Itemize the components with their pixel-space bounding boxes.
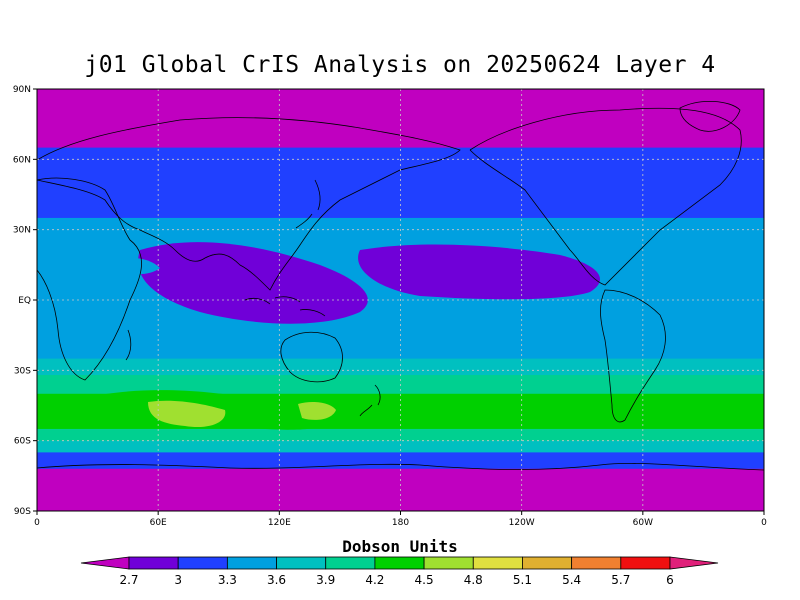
coastline-japan <box>295 179 321 229</box>
latitude-tick-label: 90S <box>14 507 31 517</box>
lime-zone-australia <box>298 402 336 420</box>
longitude-tick-label: 60E <box>150 518 167 528</box>
coastline-madagascar <box>125 329 132 361</box>
colorbar-tick-label: 6 <box>666 573 674 587</box>
coastline-south-america <box>600 289 666 423</box>
colorbar-bin <box>325 556 376 570</box>
colorbar-bin <box>571 556 622 570</box>
coastline-greenland <box>679 101 741 132</box>
colorbar-bin <box>177 556 228 570</box>
longitude-tick-label: 120E <box>268 518 291 528</box>
latitude-tick-label: EQ <box>18 296 31 306</box>
coastline-north-america <box>469 107 742 286</box>
colorbar-tick-label: 3.3 <box>218 573 237 587</box>
colorbar-tick-label: 5.4 <box>562 573 581 587</box>
colorbar-tick-labels: 2.7 3 3.3 3.6 3.9 4.2 4.5 4.8 5.1 5.4 5.7 6 <box>119 573 673 587</box>
colorbar-bin <box>276 556 327 570</box>
colorbar-tick-label: 2.7 <box>119 573 138 587</box>
colorbar-under-arrow <box>80 556 130 570</box>
cyan-patch-arabia <box>118 258 160 275</box>
colorbar-tick-label: 3.9 <box>316 573 335 587</box>
map-title: j01 Global CrIS Analysis on 20250624 Lay… <box>84 52 716 78</box>
purple-region-pacific <box>358 244 600 300</box>
colorbar-tick-label: 5.7 <box>611 573 630 587</box>
colorbar: Dobson Units 2.7 3 3.3 3.6 3.9 4.2 4.5 4.8 5.1 5.… <box>80 537 719 587</box>
colorbar-over-arrow <box>669 556 719 570</box>
coastline-indonesia <box>244 296 326 317</box>
contour-band <box>37 440 764 453</box>
contour-band <box>37 358 764 376</box>
colorbar-bin <box>472 556 523 570</box>
colorbar-title: Dobson Units <box>342 537 458 556</box>
latitude-tick-label: 30S <box>14 366 31 376</box>
longitude-tick-label: 180 <box>392 518 409 528</box>
coastline-africa <box>37 177 142 381</box>
green-zone-atlantic <box>748 403 764 416</box>
colorbar-tick-label: 4.5 <box>415 573 434 587</box>
coastline-new-zealand <box>359 384 381 417</box>
latitude-tick-label: 60N <box>13 155 31 165</box>
colorbar-tick-label: 3 <box>174 573 182 587</box>
colorbar-tick-label: 3.6 <box>267 573 286 587</box>
cyan-patch-atlantic <box>735 241 764 271</box>
green-zone-patagonia <box>600 402 636 419</box>
regional-contour-features <box>37 238 764 430</box>
colorbar-bin <box>423 556 474 570</box>
longitude-tick-label: 0 <box>761 518 767 528</box>
latitude-tick-label: 60S <box>14 437 31 447</box>
lime-zone-indian <box>148 400 226 428</box>
colorbar-bin <box>374 556 425 570</box>
coastline-australia <box>280 331 343 383</box>
colorbar-bins <box>80 556 719 570</box>
colorbar-tick-label: 4.8 <box>464 573 483 587</box>
green-zone-pacific <box>420 400 476 424</box>
purple-region-asia <box>138 242 368 324</box>
coastline-antarctica <box>37 462 764 471</box>
longitude-tick-label: 60W <box>633 518 653 528</box>
colorbar-bin <box>226 556 277 570</box>
longitude-axis: 0 60E 120E 180 120W 60W 0 <box>34 511 767 528</box>
colorbar-tick-label: 4.2 <box>365 573 384 587</box>
latitude-axis: 90N 60N 30N EQ 30S 60S 90S <box>13 85 37 517</box>
cyan-patch-africa <box>37 238 54 268</box>
colorbar-bin <box>128 556 179 570</box>
longitude-tick-label: 120W <box>509 518 535 528</box>
coastlines <box>37 101 764 471</box>
colorbar-tick-label: 5.1 <box>513 573 532 587</box>
colorbar-bin <box>620 556 671 570</box>
map-plot-area <box>37 89 764 511</box>
contour-band <box>37 89 764 149</box>
latitude-tick-label: 30N <box>13 226 31 236</box>
latitude-tick-label: 90N <box>13 85 31 95</box>
contour-band <box>37 147 764 219</box>
map-gridlines <box>37 89 764 511</box>
colorbar-bin <box>522 556 573 570</box>
longitude-tick-label: 0 <box>34 518 40 528</box>
coastline-eurasia <box>37 117 461 291</box>
